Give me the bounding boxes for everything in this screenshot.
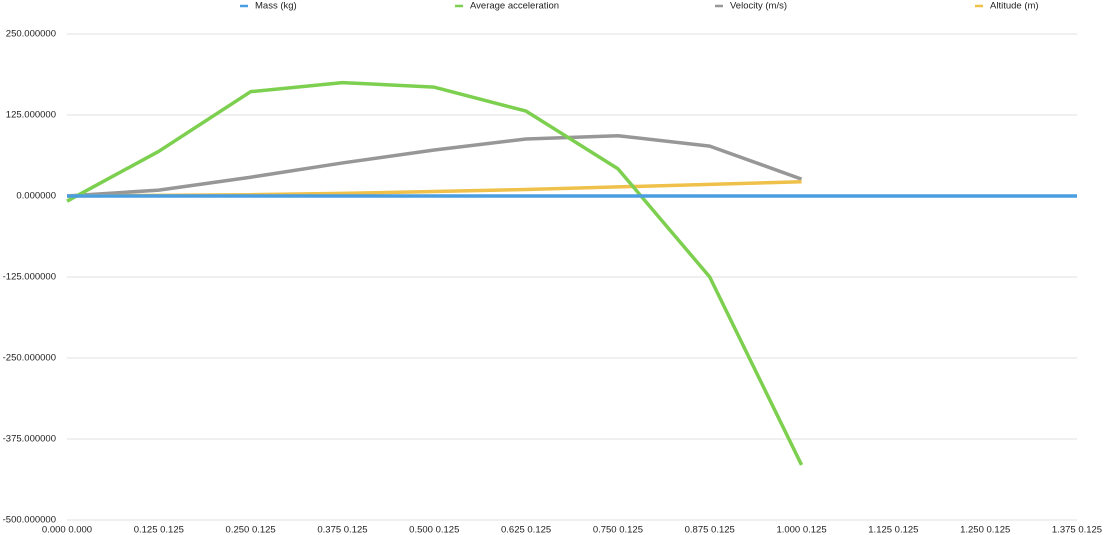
y-tick-label: 125.000000	[6, 110, 56, 121]
legend-label: Altitude (m)	[990, 1, 1039, 12]
legend-label: Mass (kg)	[255, 1, 297, 12]
x-tick-label: 0.250 0.125	[226, 525, 276, 535]
x-tick-label: 1.375 0.125	[1052, 525, 1102, 535]
series-line	[66, 80, 804, 466]
y-tick-label: -375.000000	[3, 434, 56, 445]
x-tick-label: 0.625 0.125	[501, 525, 551, 535]
x-tick-label: 0.125 0.125	[134, 525, 184, 535]
legend-label: Velocity (m/s)	[730, 1, 787, 12]
y-tick-label: -125.000000	[3, 272, 56, 283]
y-tick-label: -500.000000	[3, 515, 56, 526]
x-tick-label: 0.500 0.125	[409, 525, 459, 535]
legend-label: Average acceleration	[470, 1, 559, 12]
series-line	[66, 133, 803, 198]
x-tick-label: 1.250 0.125	[960, 525, 1010, 535]
x-tick-label: 0.000 0.000	[42, 525, 92, 535]
y-tick-label: 0.000000	[16, 191, 56, 202]
y-tick-label: -250.000000	[3, 353, 56, 364]
x-tick-label: 0.750 0.125	[593, 525, 643, 535]
x-tick-label: 1.000 0.125	[776, 525, 826, 535]
x-tick-label: 1.125 0.125	[868, 525, 918, 535]
x-tick-label: 0.375 0.125	[317, 525, 367, 535]
x-tick-label: 0.875 0.125	[685, 525, 735, 535]
y-tick-label: 250.000000	[6, 29, 56, 40]
